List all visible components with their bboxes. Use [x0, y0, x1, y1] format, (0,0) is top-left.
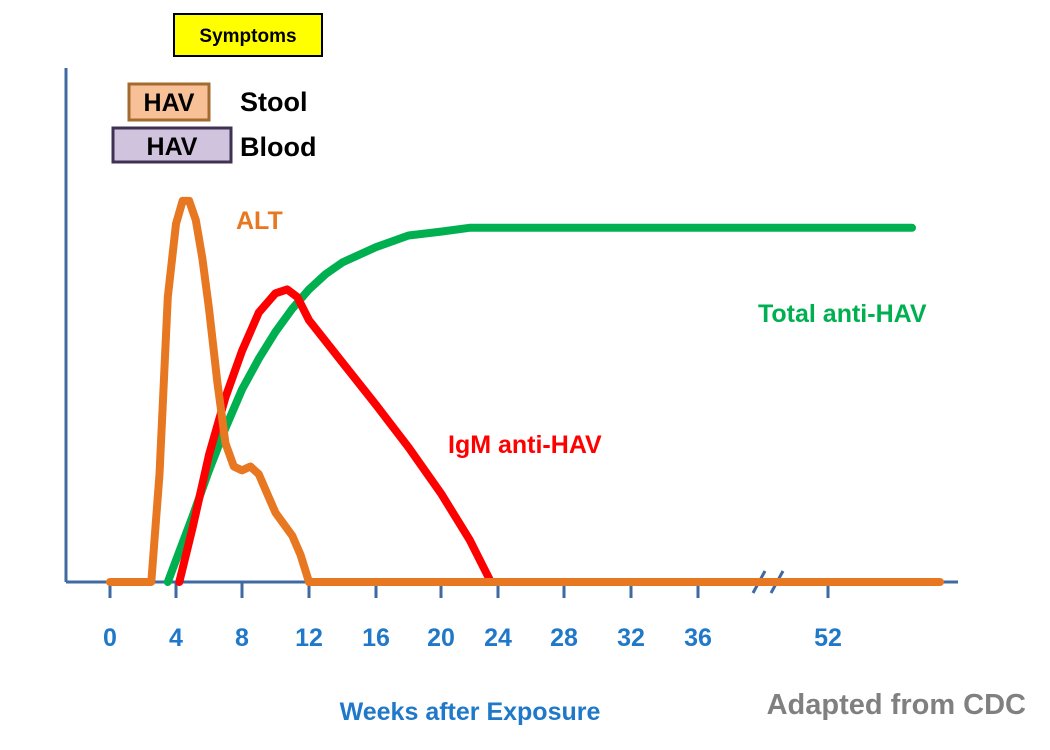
series-label-igm-anti-hav: IgM anti-HAV — [448, 431, 602, 459]
stool-indicator: HAV Stool — [127, 82, 308, 122]
source-note: Adapted from CDC — [767, 689, 1026, 721]
blood-indicator: HAV Blood — [111, 126, 316, 164]
x-tick-label-8: 8 — [235, 624, 249, 652]
series-label-total-anti-hav: Total anti-HAV — [758, 300, 927, 328]
x-axis-tick-labels: 0 4 8 12 16 20 24 28 32 36 52 — [103, 624, 842, 652]
series-layer — [106, 196, 944, 586]
x-tick-label-32: 32 — [617, 624, 645, 652]
x-tick-label-4: 4 — [169, 624, 183, 652]
blood-hav-badge — [111, 126, 233, 164]
x-tick-label-24: 24 — [484, 624, 512, 652]
blood-hav-badge-text: HAV — [147, 133, 198, 161]
stool-label: Stool — [240, 87, 308, 117]
symptoms-label: Symptoms — [199, 26, 296, 47]
x-tick-label-28: 28 — [550, 624, 578, 652]
series-line-total-anti-hav — [163, 223, 916, 586]
x-axis-title: Weeks after Exposure — [340, 698, 601, 726]
stool-hav-badge-text: HAV — [144, 89, 195, 117]
symptoms-indicator: Symptoms — [173, 13, 323, 57]
x-tick-label-0: 0 — [103, 624, 117, 652]
series-line-igm-anti-hav — [175, 285, 495, 586]
x-tick-label-16: 16 — [362, 624, 390, 652]
series-line-alt — [106, 196, 944, 586]
stool-hav-badge — [127, 82, 211, 122]
x-tick-label-36: 36 — [684, 624, 712, 652]
blood-label: Blood — [240, 132, 316, 162]
symptoms-box — [173, 13, 323, 57]
x-tick-label-52: 52 — [814, 624, 842, 652]
series-label-alt: ALT — [236, 207, 283, 235]
x-tick-label-20: 20 — [427, 624, 455, 652]
x-tick-label-12: 12 — [295, 624, 323, 652]
